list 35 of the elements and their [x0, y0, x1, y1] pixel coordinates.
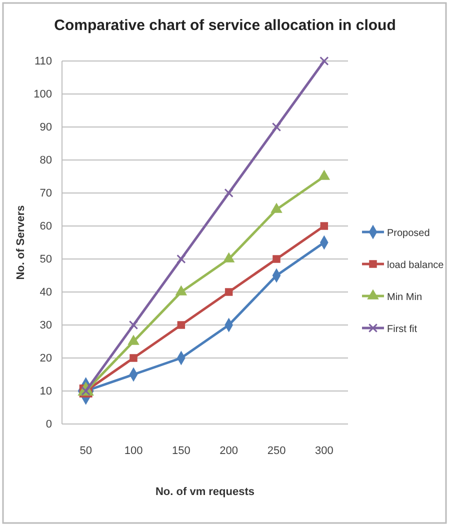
y-tick-label: 80: [40, 154, 52, 167]
y-tick-label: 60: [40, 220, 52, 233]
y-tick-label: 90: [40, 122, 52, 134]
y-tick-label: 70: [40, 188, 52, 200]
x-tick-label: 200: [220, 444, 238, 457]
y-axis-title: No. of Servers: [15, 205, 27, 280]
legend-label: Min Min: [387, 292, 422, 303]
y-tick-label: 50: [40, 254, 52, 266]
y-tick-label: 20: [40, 352, 52, 365]
x-axis-title: No. of vm requests: [155, 486, 255, 498]
legend-label: Proposed: [387, 228, 430, 239]
y-tick-label: 0: [46, 418, 52, 431]
x-tick-label: 150: [172, 444, 190, 457]
chart-title: Comparative chart of service allocation in cloud: [54, 17, 396, 34]
y-tick-label: 30: [40, 320, 52, 332]
y-tick-label: 40: [40, 286, 52, 299]
x-tick-label: 50: [80, 444, 92, 457]
point: [272, 255, 280, 263]
y-tick-label: 100: [34, 88, 52, 101]
legend-label: load balance: [387, 260, 444, 271]
x-tick-label: 100: [124, 444, 143, 457]
y-tick-label: 110: [34, 56, 52, 68]
point: [130, 354, 138, 362]
point: [224, 288, 233, 296]
legend-label: First fit: [387, 324, 418, 335]
point: [128, 320, 138, 330]
point: [320, 222, 328, 230]
point: [177, 321, 186, 329]
point: [176, 254, 186, 264]
y-tick-label: 10: [40, 386, 52, 398]
point: [320, 56, 329, 66]
x-tick-label: 250: [267, 444, 286, 457]
point: [272, 122, 282, 132]
point: [224, 188, 234, 198]
x-tick-label: 300: [314, 444, 334, 457]
